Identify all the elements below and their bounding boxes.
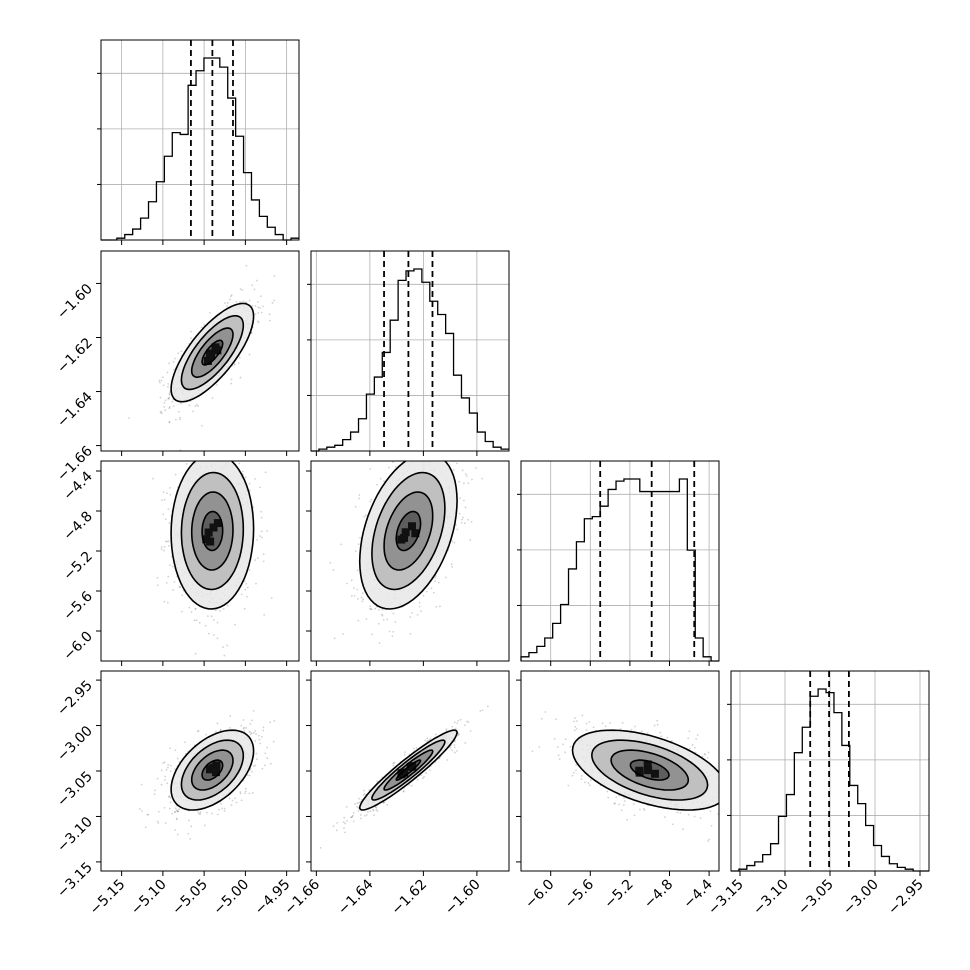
x-tick-label: −5.10 — [128, 877, 170, 919]
y-tick-label: −6.0 — [60, 629, 95, 664]
density-peak-bin — [400, 533, 409, 542]
contour-line — [358, 461, 458, 610]
scatter-panel-1-2 — [310, 460, 510, 662]
contour-line — [170, 461, 255, 610]
scatter-panel-1-3 — [310, 670, 510, 872]
density-peak-bin — [411, 529, 420, 538]
x-tick-label: −3.00 — [840, 877, 882, 919]
histogram-step — [520, 478, 719, 662]
panel-frame — [100, 39, 300, 241]
y-tick-label: −5.2 — [60, 549, 95, 584]
x-tick-label: −6.0 — [522, 877, 557, 912]
contour-line — [180, 739, 245, 801]
contour-line — [383, 491, 434, 571]
y-tick-label: −1.60 — [54, 281, 96, 323]
y-tick-label: −3.05 — [54, 769, 96, 811]
contour-line — [190, 749, 234, 791]
density-peak-bin — [400, 768, 409, 777]
density-peak-bin — [407, 522, 416, 531]
scatter-panel-0-1 — [100, 250, 300, 452]
y-tick-label: −5.6 — [60, 588, 95, 623]
histogram-step — [101, 57, 299, 241]
x-tick-label: −4.8 — [641, 877, 676, 912]
scatter-panel-2-3 — [520, 670, 720, 872]
contour-line — [590, 739, 709, 801]
contour-line — [180, 471, 245, 591]
hist-panel-1 — [307, 250, 510, 452]
y-tick-label: −1.64 — [54, 389, 96, 431]
contour-line — [610, 749, 690, 791]
x-tick-label: −5.15 — [87, 877, 129, 919]
y-tick-label: −3.10 — [54, 814, 96, 856]
contour-line — [180, 315, 245, 391]
contour-line — [629, 759, 670, 781]
scatter-panel-0-2 — [100, 460, 300, 662]
y-tick-label: −2.95 — [54, 678, 96, 720]
density-peak-bin — [204, 528, 213, 537]
contour-line — [358, 729, 458, 811]
x-tick-label: −5.05 — [169, 877, 211, 919]
contour-line — [170, 729, 255, 811]
hist-panel-2 — [517, 460, 720, 662]
y-tick-label: −3.00 — [54, 723, 96, 765]
hist-panel-0 — [97, 39, 300, 241]
y-tick-label: −1.62 — [54, 335, 96, 377]
x-tick-label: −3.05 — [795, 877, 837, 919]
x-tick-label: −1.62 — [389, 877, 431, 919]
density-peak-bin — [213, 346, 222, 355]
y-tick-label: −4.8 — [60, 509, 95, 544]
x-tick-label: −1.64 — [335, 876, 377, 918]
density-peak-bin — [203, 356, 212, 365]
density-peak-bin — [213, 519, 222, 528]
density-peak-bin — [206, 537, 215, 546]
x-tick-label: −3.15 — [705, 877, 747, 919]
contour-line — [571, 729, 719, 811]
x-tick-label: −5.2 — [601, 877, 636, 912]
density-peak-bin — [209, 523, 218, 532]
contour-line — [395, 759, 422, 781]
panel-frame — [520, 460, 720, 662]
x-tick-label: −5.6 — [562, 876, 597, 911]
panel-frame — [310, 250, 510, 452]
x-tick-label: −2.95 — [885, 877, 927, 919]
density-peak-bin — [207, 351, 216, 360]
panel-frame — [100, 460, 300, 662]
contour-line — [201, 510, 224, 552]
y-tick-label: −3.15 — [54, 859, 96, 901]
x-tick-label: −1.60 — [442, 877, 484, 919]
contour-line — [190, 327, 234, 378]
density-peak-bin — [643, 760, 652, 769]
density-peak-bin — [401, 528, 410, 537]
density-peak-bin — [644, 766, 653, 775]
contour-line — [371, 471, 446, 591]
histogram-step — [311, 268, 509, 452]
x-tick-label: −5.00 — [211, 877, 253, 919]
density-peak-bin — [206, 765, 215, 774]
histogram-step — [731, 688, 929, 872]
density-peak-bin — [635, 768, 644, 777]
density-peak-bin — [211, 768, 220, 777]
contour-line — [201, 339, 224, 366]
density-peak-bin — [406, 762, 415, 771]
contour-line — [371, 739, 446, 801]
hist-panel-3 — [727, 670, 930, 872]
panel-frame — [100, 250, 300, 452]
contour-line — [170, 302, 255, 403]
x-tick-label: −3.10 — [750, 877, 792, 919]
contour-line — [395, 510, 422, 552]
scatter-panel-0-3 — [100, 670, 300, 872]
density-peak-bin — [650, 769, 659, 778]
contour-line — [383, 749, 434, 791]
contour-line — [190, 491, 234, 571]
panel-frame — [310, 460, 510, 662]
density-peak-bin — [211, 763, 220, 772]
contour-line — [201, 759, 224, 781]
